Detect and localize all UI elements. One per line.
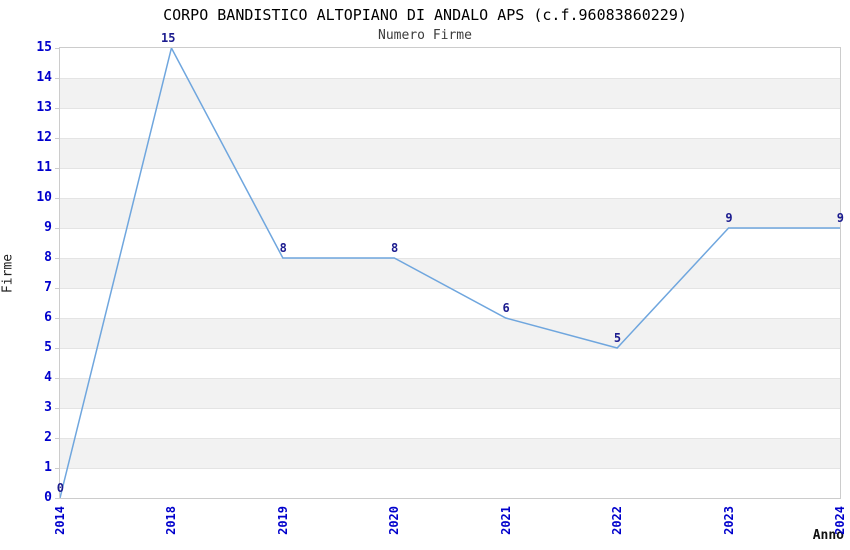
gridline (60, 138, 840, 139)
x-tick-label: 2024 (833, 506, 847, 535)
gridline (60, 378, 840, 379)
y-tick-mark (55, 348, 60, 349)
gridline (60, 258, 840, 259)
point-value-label: 8 (391, 241, 399, 255)
y-tick-label: 13 (36, 100, 52, 115)
y-tick-mark (55, 108, 60, 109)
x-tick-label: 2018 (164, 506, 179, 535)
x-tick-label: 2023 (721, 506, 736, 535)
y-tick-label: 7 (44, 280, 52, 295)
gridline (60, 168, 840, 169)
gridline (60, 318, 840, 319)
y-tick-label: 0 (44, 490, 52, 505)
y-tick-label: 14 (36, 70, 52, 85)
y-tick-mark (55, 78, 60, 79)
grid-band (60, 438, 840, 468)
y-tick-label: 11 (36, 160, 52, 175)
y-tick-label: 9 (44, 220, 52, 235)
grid-band (60, 318, 840, 348)
gridline (60, 228, 840, 229)
gridline (60, 108, 840, 109)
y-axis-label: Firme (0, 253, 16, 294)
x-axis-label: Anno (812, 528, 844, 543)
y-tick-mark (55, 168, 60, 169)
point-value-label: 15 (160, 31, 176, 45)
y-tick-label: 6 (44, 310, 52, 325)
x-tick-label: 2022 (610, 506, 625, 535)
y-tick-mark (55, 318, 60, 319)
chart-title: CORPO BANDISTICO ALTOPIANO DI ANDALO APS… (163, 6, 687, 24)
y-tick-mark (55, 408, 60, 409)
gridline (60, 198, 840, 199)
chart-subtitle: Numero Firme (378, 28, 472, 43)
plot-area (59, 47, 841, 499)
gridline (60, 468, 840, 469)
y-tick-mark (55, 378, 60, 379)
data-line-svg (60, 48, 840, 498)
gridline (60, 438, 840, 439)
y-tick-mark (55, 228, 60, 229)
point-value-label: 9 (725, 211, 733, 225)
y-tick-label: 8 (44, 250, 52, 265)
x-tick-label: 2020 (387, 506, 402, 535)
y-tick-mark (55, 258, 60, 259)
y-tick-label: 10 (36, 190, 52, 205)
y-tick-mark (55, 48, 60, 49)
gridline (60, 78, 840, 79)
y-tick-mark (55, 288, 60, 289)
data-line (60, 48, 840, 498)
y-tick-mark (55, 198, 60, 199)
y-tick-label: 2 (44, 430, 52, 445)
point-value-label: 6 (502, 301, 510, 315)
grid-band (60, 378, 840, 408)
grid-band (60, 138, 840, 168)
x-tick-label: 2019 (275, 506, 290, 535)
point-value-label: 9 (836, 211, 844, 225)
y-tick-label: 4 (44, 370, 52, 385)
y-tick-mark (55, 438, 60, 439)
y-tick-label: 15 (36, 40, 52, 55)
x-tick-label: 2014 (53, 506, 67, 535)
y-tick-label: 12 (36, 130, 52, 145)
gridline (60, 348, 840, 349)
y-tick-mark (55, 498, 60, 499)
x-tick-label: 2021 (498, 506, 513, 535)
y-tick-mark (55, 468, 60, 469)
y-tick-label: 5 (44, 340, 52, 355)
gridline (60, 408, 840, 409)
y-tick-label: 3 (44, 400, 52, 415)
y-tick-label: 1 (44, 460, 52, 475)
grid-band (60, 258, 840, 288)
point-value-label: 0 (56, 481, 64, 495)
point-value-label: 8 (279, 241, 287, 255)
y-tick-mark (55, 138, 60, 139)
grid-band (60, 198, 840, 228)
point-value-label: 5 (613, 331, 622, 345)
